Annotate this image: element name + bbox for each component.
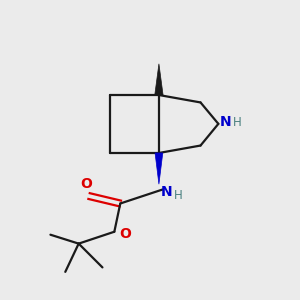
Polygon shape bbox=[155, 153, 163, 184]
Text: H: H bbox=[174, 189, 183, 202]
Text: O: O bbox=[120, 227, 132, 241]
Polygon shape bbox=[155, 64, 163, 95]
Text: N: N bbox=[220, 116, 232, 129]
Text: N: N bbox=[160, 185, 172, 199]
Text: O: O bbox=[80, 177, 92, 191]
Text: H: H bbox=[232, 116, 242, 130]
